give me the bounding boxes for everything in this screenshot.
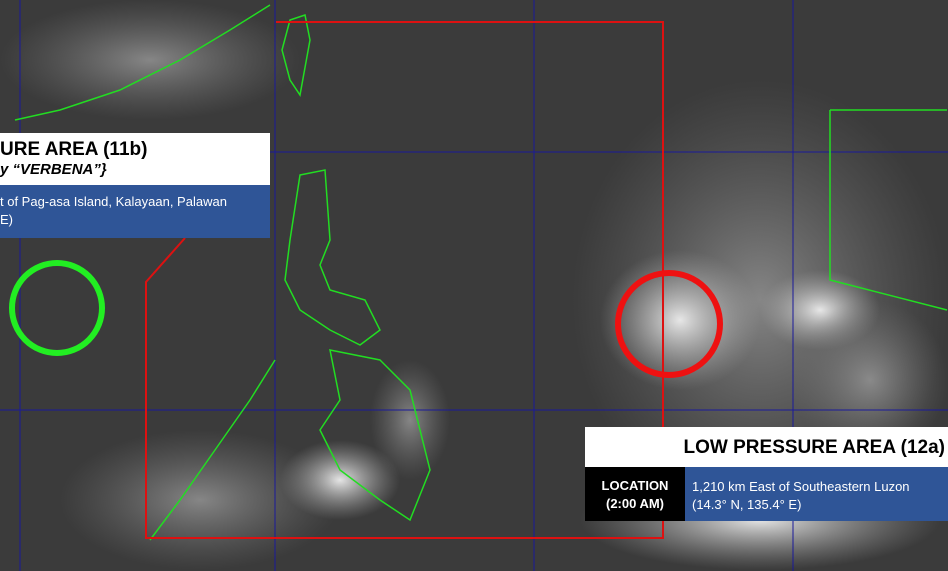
lpa-12a-marker (615, 270, 723, 378)
lpa-11b-title: URE AREA (11b) (0, 139, 148, 160)
lpa-12a-location: 1,210 km East of Southeastern Luzon (692, 479, 910, 494)
lpa-12a-location-label: LOCATION (2:00 AM) (585, 467, 685, 521)
lpa-11b-location-box: t of Pag-asa Island, Kalayaan, Palawan E… (0, 185, 270, 238)
location-time: (2:00 AM) (605, 496, 665, 511)
lpa-11b-location: t of Pag-asa Island, Kalayaan, Palawan (0, 194, 227, 209)
lpa-11b-coordinates: E) (0, 212, 13, 227)
location-label: LOCATION (601, 478, 669, 493)
lpa-12a-location-box: 1,210 km East of Southeastern Luzon (14.… (685, 467, 948, 521)
coastlines (14, 4, 948, 541)
lpa-12a-title-box: LOW PRESSURE AREA (12a) (585, 427, 948, 467)
lpa-12a-coordinates: (14.3° N, 135.4° E) (692, 497, 802, 512)
area-of-responsibility-boundary (145, 21, 664, 539)
lpa-11b-title-box: URE AREA (11b) y “VERBENA”} (0, 133, 270, 185)
lpa-11b-marker (9, 260, 105, 356)
lpa-11b-subtitle: y “VERBENA”} (0, 161, 107, 178)
lpa-12a-title: LOW PRESSURE AREA (12a) (683, 437, 945, 458)
